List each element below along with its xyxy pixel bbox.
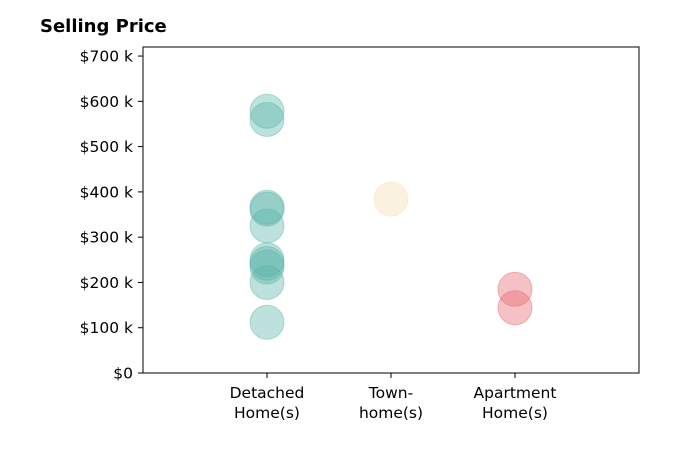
data-point <box>249 304 285 340</box>
chart-title: Selling Price <box>40 16 167 37</box>
points-layer <box>249 93 533 340</box>
data-point <box>249 264 285 300</box>
y-tick-label: $200 k <box>80 274 133 292</box>
data-point <box>249 208 285 244</box>
data-point <box>249 189 285 225</box>
y-tick-label: $0 <box>113 365 133 383</box>
data-point <box>249 93 285 129</box>
data-point <box>249 191 285 227</box>
y-tick-label: $700 k <box>80 48 133 66</box>
y-tick-label: $500 k <box>80 138 133 156</box>
x-tick-label: Detached Home(s) <box>230 384 305 422</box>
data-point <box>249 245 285 281</box>
data-point <box>497 290 533 326</box>
y-tick-label: $300 k <box>80 229 133 247</box>
data-point <box>497 271 533 307</box>
data-point <box>249 242 285 278</box>
x-tick-label: Apartment Home(s) <box>474 384 557 422</box>
data-point <box>249 249 285 285</box>
data-point <box>249 101 285 137</box>
x-tick-label: Town-home(s) <box>359 384 423 422</box>
y-axis: $0 $100 k $200 k $300 k $400 k $500 k $600 k $7… <box>80 48 143 383</box>
y-tick-label: $400 k <box>80 183 133 201</box>
x-axis: Detached Home(s) Town-home(s) Apartment Home… <box>230 373 557 422</box>
y-tick-label: $100 k <box>80 319 133 337</box>
y-tick-label: $600 k <box>80 93 133 111</box>
data-point <box>373 181 409 217</box>
